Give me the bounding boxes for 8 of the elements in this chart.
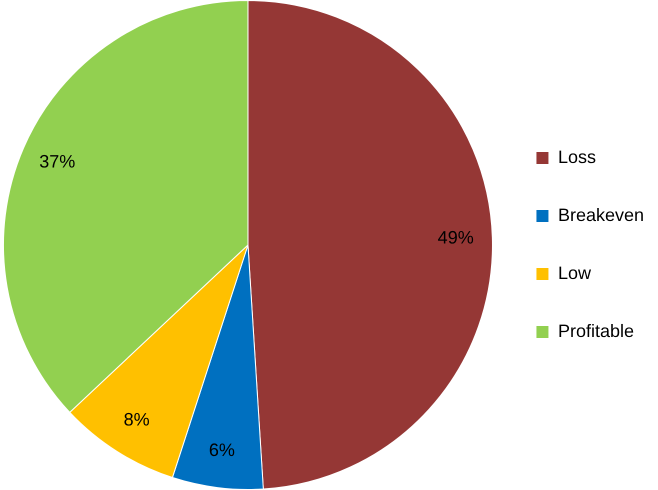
data-label: 8% [124,409,150,430]
data-label: 37% [39,151,76,172]
legend-label: Breakeven [558,204,644,225]
legend-label: Low [558,262,592,283]
legend-label: Profitable [558,320,634,341]
legend-label: Loss [558,146,596,167]
data-label: 6% [208,440,235,460]
data-label: 49% [438,227,474,248]
